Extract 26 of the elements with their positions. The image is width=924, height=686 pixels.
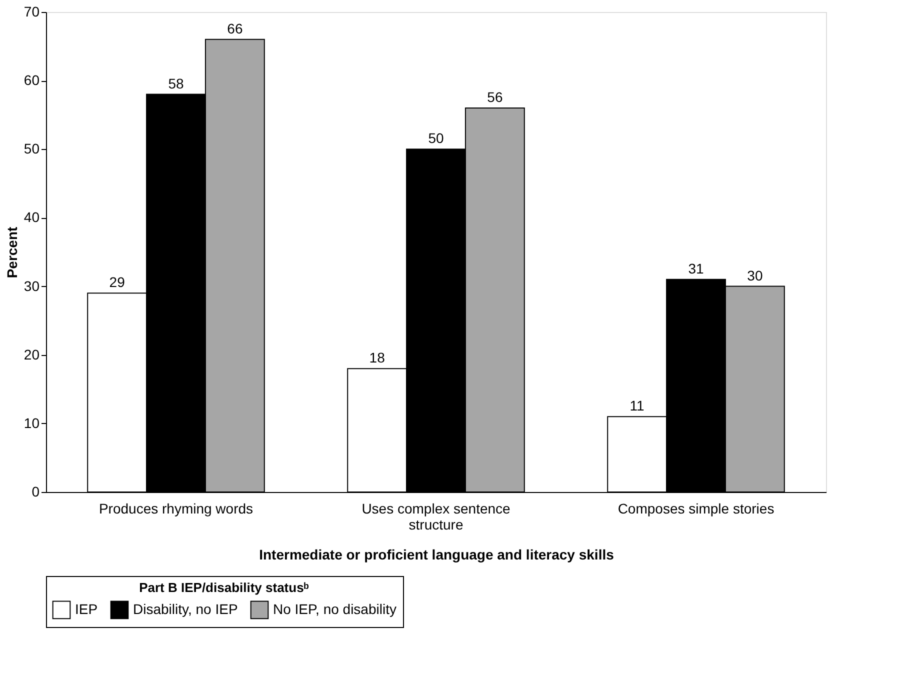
y-axis-title: Percent xyxy=(4,226,20,278)
x-tick-label: Composes simple stories xyxy=(618,500,774,516)
data-label: 29 xyxy=(109,274,126,290)
y-tick-label: 60 xyxy=(24,72,40,88)
y-tick-label: 40 xyxy=(24,209,40,226)
data-label: 50 xyxy=(428,130,444,146)
data-label: 11 xyxy=(630,398,645,414)
y-tick-label: 20 xyxy=(24,346,40,362)
data-label: 58 xyxy=(168,75,184,92)
legend-label: No IEP, no disability xyxy=(273,600,396,617)
data-label: 31 xyxy=(688,260,704,276)
legend-label: IEP xyxy=(75,600,98,617)
data-label: 56 xyxy=(487,89,503,105)
y-tick-label: 70 xyxy=(24,4,40,20)
x-tick-label: Uses complex sentence structure xyxy=(362,500,511,532)
y-tick-label: 0 xyxy=(32,484,40,500)
x-axis-title: Intermediate or proficient language and literacy skills xyxy=(259,546,614,562)
legend-title: Part B IEP/disability statusᵇ xyxy=(139,580,309,595)
data-label: 66 xyxy=(227,20,243,36)
y-tick-label: 30 xyxy=(24,278,40,294)
y-tick-label: 10 xyxy=(24,414,40,431)
data-label: 30 xyxy=(747,267,763,284)
legend-label: Disability, no IEP xyxy=(133,600,238,617)
data-label: 18 xyxy=(369,350,386,366)
x-tick-label: Produces rhyming words xyxy=(98,500,254,516)
y-tick-label: 50 xyxy=(24,140,40,157)
